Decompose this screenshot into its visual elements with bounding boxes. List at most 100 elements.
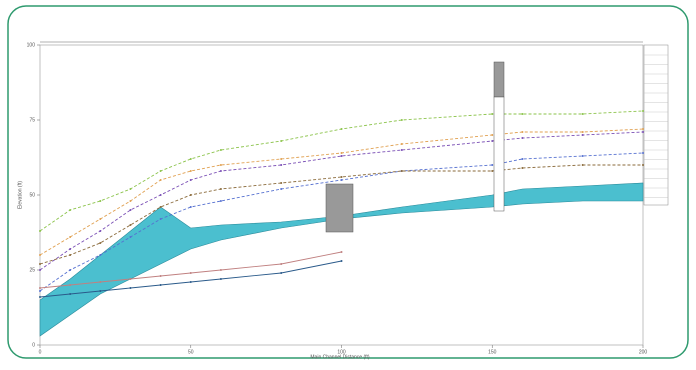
profile-point xyxy=(39,287,41,289)
profile-point xyxy=(160,206,162,208)
profile-point xyxy=(280,272,282,274)
y-axis-label: Elevation (ft) xyxy=(17,181,23,209)
y-tick-label: 100 xyxy=(27,42,36,48)
profile-point xyxy=(129,209,131,211)
profile-point xyxy=(190,158,192,160)
profile-point xyxy=(99,290,101,292)
profile-point xyxy=(129,287,131,289)
profile-point xyxy=(642,164,644,166)
x-tick-label: 100 xyxy=(337,349,346,355)
x-tick-label: 50 xyxy=(188,349,194,355)
chart: Main Channel Distance (ft) Elevation (ft… xyxy=(0,0,696,365)
profile-point xyxy=(582,155,584,157)
profile-point xyxy=(521,158,523,160)
profile-point xyxy=(220,269,222,271)
x-tick-label: 150 xyxy=(488,349,497,355)
profile-point xyxy=(582,131,584,133)
profile-point xyxy=(99,230,101,232)
profile-point xyxy=(521,137,523,139)
profile-point xyxy=(401,170,403,172)
structure-pier xyxy=(494,97,504,211)
profile-point xyxy=(401,119,403,121)
x-tick-label: 200 xyxy=(639,349,648,355)
profile-point xyxy=(341,251,343,253)
x-tick-label: 0 xyxy=(39,349,42,355)
profile-point xyxy=(280,182,282,184)
profile-point xyxy=(401,149,403,151)
profile-point xyxy=(491,164,493,166)
profile-point xyxy=(521,167,523,169)
profile-point xyxy=(69,293,71,295)
profile-point xyxy=(280,140,282,142)
profile-point xyxy=(642,131,644,133)
profile-point xyxy=(341,155,343,157)
structure xyxy=(326,184,353,232)
profile-point xyxy=(642,110,644,112)
profile-point xyxy=(99,200,101,202)
profile-point xyxy=(39,269,41,271)
profile-point xyxy=(341,176,343,178)
profile-point xyxy=(160,275,162,277)
profile-point xyxy=(582,113,584,115)
profile-point xyxy=(582,164,584,166)
profile-point xyxy=(69,269,71,271)
profile-point xyxy=(280,164,282,166)
profile-point xyxy=(190,179,192,181)
profile-point xyxy=(220,149,222,151)
profile-point xyxy=(491,113,493,115)
profile-point xyxy=(190,272,192,274)
profile-point xyxy=(160,284,162,286)
profile-point xyxy=(69,236,71,238)
profile-point xyxy=(129,200,131,202)
profile-point xyxy=(190,206,192,208)
profile-point xyxy=(491,134,493,136)
profile-point xyxy=(491,170,493,172)
y-tick-label: 25 xyxy=(29,267,35,273)
profile-point xyxy=(280,158,282,160)
profile-point xyxy=(39,290,41,292)
profile-point xyxy=(220,278,222,280)
profile-point xyxy=(280,263,282,265)
profile-point xyxy=(129,236,131,238)
profile-point xyxy=(642,152,644,154)
profile-point xyxy=(582,134,584,136)
profile-point xyxy=(220,188,222,190)
profile-point xyxy=(69,209,71,211)
profile-point xyxy=(190,281,192,283)
profile-point xyxy=(642,128,644,130)
profile-point xyxy=(39,230,41,232)
profile-point xyxy=(401,143,403,145)
profile-point xyxy=(220,170,222,172)
profile-point xyxy=(129,188,131,190)
profile-point xyxy=(99,218,101,220)
profile-point xyxy=(160,170,162,172)
profile-point xyxy=(341,179,343,181)
profile-point xyxy=(220,164,222,166)
profile-point xyxy=(341,260,343,262)
profile-point xyxy=(341,152,343,154)
profile-point xyxy=(160,218,162,220)
structure xyxy=(494,62,504,97)
profile-point xyxy=(99,254,101,256)
profile-point xyxy=(39,296,41,298)
profile-point xyxy=(69,248,71,250)
profile-point xyxy=(69,254,71,256)
profile-point xyxy=(99,281,101,283)
frame xyxy=(8,6,688,358)
profile-point xyxy=(341,128,343,130)
profile-point xyxy=(69,284,71,286)
profile-point xyxy=(521,131,523,133)
profile-point xyxy=(160,179,162,181)
profile-point xyxy=(491,140,493,142)
y-tick-label: 0 xyxy=(32,342,35,348)
profile-point xyxy=(160,194,162,196)
profile-point xyxy=(190,194,192,196)
y-tick-label: 75 xyxy=(29,117,35,123)
profile-point xyxy=(129,278,131,280)
y-tick-label: 50 xyxy=(29,192,35,198)
legend-box xyxy=(644,45,668,205)
profile-point xyxy=(521,113,523,115)
profile-point xyxy=(129,224,131,226)
profile-point xyxy=(99,242,101,244)
profile-point xyxy=(39,254,41,256)
